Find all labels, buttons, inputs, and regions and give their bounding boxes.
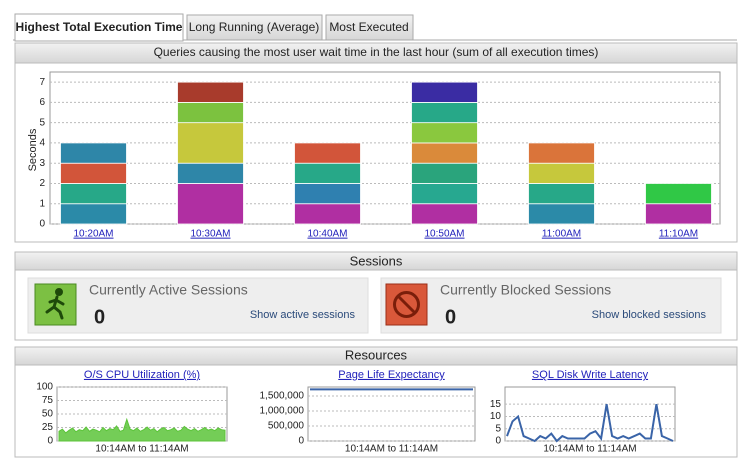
session-count: 0 [94, 306, 105, 328]
panel-title: Resources [345, 347, 408, 362]
bar-segment [645, 183, 712, 205]
area [58, 417, 226, 442]
bar-segment [528, 203, 595, 225]
bar-segment [645, 203, 712, 225]
no-sign [393, 291, 420, 318]
tab[interactable] [325, 14, 414, 41]
chart-title: Queries causing the most user wait time … [154, 45, 599, 59]
x-tick-label[interactable]: 11:00AM [542, 229, 581, 240]
tab[interactable] [186, 14, 323, 41]
session-link[interactable]: Show blocked sessions [592, 309, 707, 321]
chart-title[interactable]: O/S CPU Utilization (%) [84, 369, 200, 381]
y-tick-label: 50 [42, 409, 54, 420]
bar-segment [411, 162, 478, 184]
y-tick-label: 5 [39, 117, 45, 128]
session-box [27, 277, 369, 334]
bar-segment [177, 122, 244, 164]
chart-title[interactable]: SQL Disk Write Latency [532, 369, 649, 381]
runner [45, 288, 65, 320]
y-tick-label: 3 [39, 158, 45, 169]
bar-segment [411, 81, 478, 103]
y-tick-label: 0 [47, 436, 53, 447]
main-chart: 0 1 2 3 4 5 6 7 10:20AM 10:30AM 10:40AM 10:50AM 11:0… [39, 71, 721, 240]
chart-title[interactable]: Page Life Expectancy [338, 369, 445, 381]
y-tick-label: 2 [39, 178, 45, 189]
bar-segment [60, 142, 127, 164]
bar-segment [411, 183, 478, 205]
x-axis-label: 10:14AM to 11:14AM [543, 444, 636, 455]
y-tick-label: 5 [495, 423, 501, 434]
bar-segment [528, 162, 595, 184]
y-tick-label: 10 [490, 411, 502, 422]
bar-segment [411, 142, 478, 164]
y-tick-label: 4 [39, 138, 45, 149]
session-box [380, 277, 722, 334]
bar-segment [177, 183, 244, 225]
mini-charts: O/S CPU Utilization (%)025507510010:14AM… [36, 369, 676, 455]
bar-segment [177, 81, 244, 103]
y-axis-label: Seconds [27, 128, 39, 171]
bar-segment [411, 122, 478, 144]
tab[interactable] [14, 13, 184, 42]
bar-segment [411, 102, 478, 124]
y-tick-label: 7 [39, 77, 45, 88]
y-tick-label: 100 [36, 382, 53, 393]
y-tick-label: 0 [495, 436, 501, 447]
panel-title: Sessions [350, 253, 403, 268]
panel-header [14, 42, 738, 64]
tab-label[interactable]: Most Executed [329, 20, 408, 34]
session-label: Currently Active Sessions [89, 282, 248, 298]
bar-segment [294, 142, 361, 164]
bar-segment [60, 203, 127, 225]
y-tick-label: 15 [490, 399, 502, 410]
y-tick-label: 1 [39, 198, 45, 209]
tab-label[interactable]: Highest Total Execution Time [16, 20, 183, 34]
bar-segment [528, 183, 595, 205]
x-tick-label[interactable]: 10:50AM [424, 229, 464, 240]
y-tick-label: 500,000 [268, 421, 305, 432]
bar-segment [294, 162, 361, 184]
bar-segment [528, 142, 595, 164]
x-axis-label: 10:14AM to 11:14AM [345, 444, 438, 455]
bar-segment [60, 183, 127, 205]
plot-area [49, 71, 721, 225]
x-axis-label: 10:14AM to 11:14AM [95, 444, 188, 455]
session-label: Currently Blocked Sessions [440, 282, 611, 298]
y-tick-label: 0 [298, 436, 304, 447]
bar-segment [60, 162, 127, 184]
y-tick-label: 75 [42, 395, 54, 406]
bar-segment [177, 162, 244, 184]
panel-header [14, 251, 738, 271]
y-tick-label: 1,000,000 [260, 406, 305, 417]
y-tick-label: 25 [42, 422, 54, 433]
y-tick-label: 6 [39, 97, 45, 108]
bar-segment [294, 183, 361, 205]
session-link[interactable]: Show active sessions [250, 309, 356, 321]
x-tick-label[interactable]: 10:30AM [190, 229, 230, 240]
tab-label[interactable]: Long Running (Average) [189, 20, 320, 34]
x-tick-label[interactable]: 10:20AM [73, 229, 113, 240]
plot-area [307, 386, 476, 442]
plot-area [504, 386, 676, 442]
x-tick-label[interactable]: 10:40AM [307, 229, 347, 240]
panel-header [14, 346, 738, 366]
y-tick-label: 1,500,000 [260, 391, 305, 402]
bar-segment [294, 203, 361, 225]
line [506, 404, 674, 443]
session-count: 0 [445, 306, 456, 328]
bar-segment [411, 203, 478, 225]
x-tick-label[interactable]: 11:10AM [659, 229, 698, 240]
y-tick-label: 0 [39, 219, 45, 230]
bar-segment [177, 102, 244, 124]
